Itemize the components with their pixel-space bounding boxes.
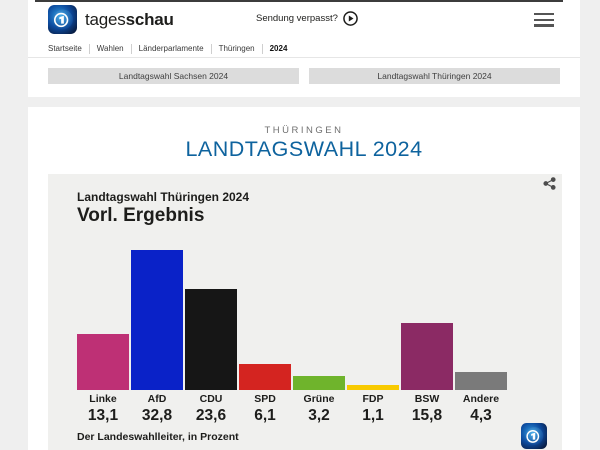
share-icon[interactable] [543,177,556,190]
label-linke: Linke 13,1 [87,393,119,424]
section-divider [0,97,600,107]
breadcrumb-item-wahlen[interactable]: Wahlen [90,43,132,54]
breadcrumb-item-laenderparlamente[interactable]: Länderparlamente [132,43,212,54]
label-bsw: BSW 15,8 [411,393,443,424]
tagesschau-logo-icon[interactable] [48,5,77,34]
breadcrumb-item-startseite[interactable]: Startseite [48,43,90,54]
breadcrumb-divider [28,57,580,58]
bar-fdp [347,385,399,390]
sendung-verpasst-label: Sendung verpasst? [256,13,338,24]
nav-button-sachsen[interactable]: Landtagswahl Sachsen 2024 [48,68,299,84]
bar-labels: Linke 13,1 AfD 32,8 CDU 23,6 SPD 6,1 Grü… [77,393,507,425]
breadcrumb-item-2024[interactable]: 2024 [269,43,288,53]
top-accent-line [35,0,563,2]
chart-title: Landtagswahl Thüringen 2024 [77,190,250,204]
label-afd: AfD 32,8 [141,393,173,424]
label-spd: SPD 6,1 [254,393,276,424]
bar-afd [131,250,183,390]
bar-bsw [401,323,453,390]
election-nav: Landtagswahl Sachsen 2024 Landtagswahl T… [48,68,560,84]
tagesschau-watermark-icon [521,423,547,449]
sendung-verpasst-link[interactable]: Sendung verpasst? [256,11,358,26]
breadcrumb: Startseite Wahlen Länderparlamente Thüri… [48,40,580,57]
breadcrumb-item-thueringen[interactable]: Thüringen [212,43,263,54]
page-title: LANDTAGSWAHL 2024 [185,137,423,161]
label-andere: Andere 4,3 [462,393,500,424]
bar-gruene [293,376,345,390]
bar-cdu [185,289,237,390]
brand-light: tages [85,10,126,29]
chart-subtitle: Vorl. Ergebnis [77,205,205,226]
menu-icon[interactable] [534,13,554,27]
content-column: tagesschau Sendung verpasst? Startseite … [28,0,580,450]
label-gruene: Grüne 3,2 [303,393,335,424]
play-icon[interactable] [343,11,358,26]
brand-bold: schau [125,10,174,29]
bar-chart [77,250,507,390]
bar-andere [455,372,507,390]
result-chart-card: Landtagswahl Thüringen 2024 Vorl. Ergebn… [48,174,562,450]
label-cdu: CDU 23,6 [195,393,227,424]
page-kicker: THÜRINGEN [264,125,344,136]
bar-linke [77,334,129,390]
nav-button-thueringen[interactable]: Landtagswahl Thüringen 2024 [309,68,560,84]
label-fdp: FDP 1,1 [362,393,384,424]
bar-spd [239,364,291,390]
brand-wordmark[interactable]: tagesschau [85,10,174,30]
chart-source: Der Landeswahlleiter, in Prozent [77,431,239,443]
